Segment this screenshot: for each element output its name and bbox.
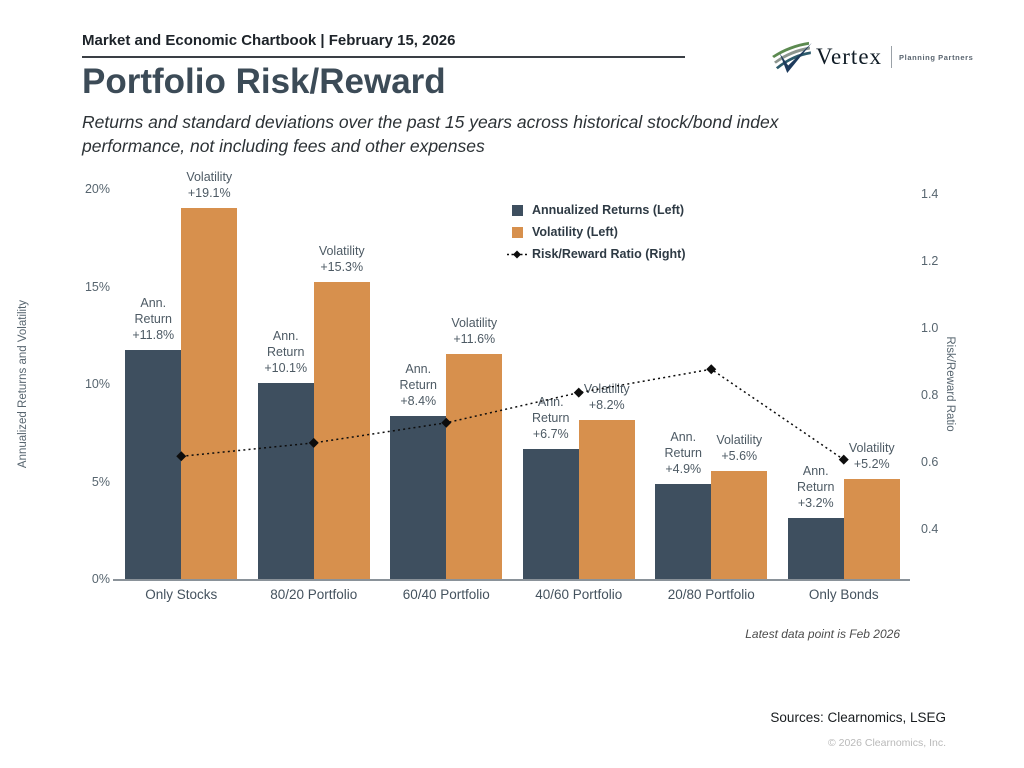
bar-volatility [578, 420, 635, 580]
bar-volatility [843, 478, 900, 580]
annotation-volatility: Volatility +11.6% [451, 315, 498, 346]
legend-label: Risk/Reward Ratio (Right) [532, 247, 686, 261]
annotation-volatility: Volatility +8.2% [583, 382, 630, 413]
x-axis-category-label: 20/80 Portfolio [667, 587, 755, 602]
bar-annualized-return [655, 484, 712, 580]
bar-annualized-return [390, 416, 447, 580]
sources-text: Sources: Clearnomics, LSEG [770, 710, 946, 725]
right-axis-tick-label: 1.4 [921, 187, 939, 201]
header-divider-rule [82, 56, 685, 58]
volatility-swatch-icon [512, 226, 523, 238]
right-axis-tick-label: 0.6 [921, 455, 939, 469]
x-axis-baseline [113, 579, 910, 581]
annotation-ann-return: Ann. Return +11.8% [132, 295, 175, 342]
annotation-ann-return: Ann. Return +3.2% [796, 463, 835, 510]
annotation-volatility: Volatility +5.2% [848, 440, 895, 471]
legend-item-risk-reward: Risk/Reward Ratio (Right) [507, 245, 686, 263]
logo-divider [891, 46, 893, 68]
bar-volatility [711, 470, 768, 580]
left-axis-tick-label: 15% [84, 279, 110, 294]
dotted-diamond-marker-icon [507, 250, 527, 258]
vertex-logo: Vertex Planning Partners [770, 40, 973, 74]
left-axis-tick-label: 0% [91, 572, 110, 586]
left-axis-title: Annualized Returns and Volatility [17, 299, 29, 469]
x-axis-category-label: Only Stocks [145, 587, 218, 602]
bar-volatility [181, 207, 238, 580]
vertex-logo-tagline: Planning Partners [899, 52, 974, 62]
chartbook-header-title: Market and Economic Chartbook | February… [82, 32, 456, 49]
left-axis-tick-label: 10% [84, 377, 110, 391]
annotation-volatility: Volatility +19.1% [186, 169, 233, 200]
left-axis-tick-label: 5% [91, 474, 110, 489]
annotation-volatility: Volatility +15.3% [318, 243, 365, 274]
x-axis-category-label: 40/60 Portfolio [535, 587, 623, 602]
x-axis-category-label: Only Bonds [808, 587, 879, 602]
returns-swatch-icon [512, 204, 523, 216]
legend-item-annualized-returns: Annualized Returns (Left) [512, 201, 686, 219]
right-axis-tick-label: 0.8 [921, 388, 939, 402]
bar-annualized-return [522, 449, 579, 580]
vertex-logo-icon [772, 41, 812, 74]
latest-data-footnote: Latest data point is Feb 2026 [745, 627, 900, 641]
bar-annualized-return [787, 517, 844, 580]
vertex-logo-brand: Vertex [816, 44, 883, 69]
annotation-volatility: Volatility +5.6% [716, 432, 763, 463]
bar-annualized-return [257, 383, 314, 580]
left-axis-tick-label: 20% [84, 182, 110, 196]
x-axis-category-label: 80/20 Portfolio [270, 587, 358, 602]
right-axis-tick-label: 1.2 [921, 254, 939, 268]
chart-subtitle: Returns and standard deviations over the… [82, 112, 779, 156]
risk-reward-diamond-marker [706, 364, 717, 375]
right-axis-tick-label: 0.4 [921, 522, 939, 536]
bar-volatility [313, 281, 370, 580]
legend-label: Volatility (Left) [532, 225, 618, 239]
x-axis-category-label: 60/40 Portfolio [402, 587, 490, 602]
right-axis-tick-label: 1.0 [921, 321, 939, 335]
legend-label: Annualized Returns (Left) [532, 203, 685, 217]
chart-legend: Annualized Returns (Left) Volatility (Le… [507, 201, 686, 267]
bar-volatility [446, 353, 503, 580]
copyright-text: © 2026 Clearnomics, Inc. [827, 737, 946, 749]
legend-item-volatility: Volatility (Left) [512, 223, 686, 241]
bar-annualized-return [125, 349, 182, 580]
page-title: Portfolio Risk/Reward [82, 62, 446, 101]
